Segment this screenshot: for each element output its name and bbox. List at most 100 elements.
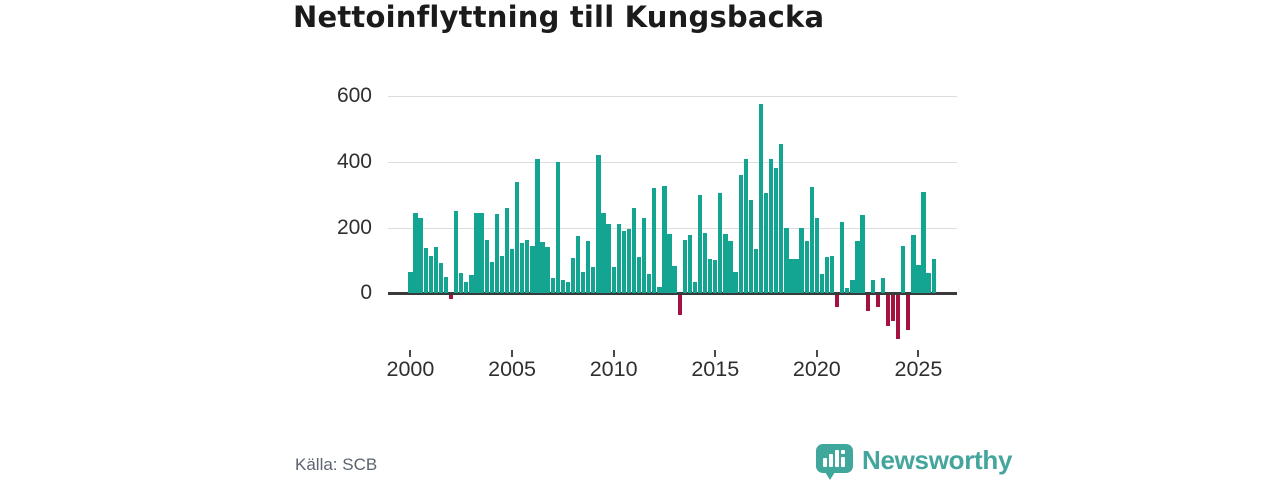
bar-2014Q1 [692,281,698,294]
bar-2013Q4 [687,235,692,294]
bar-2024Q4 [911,234,916,294]
bar-2023Q3 [885,294,891,327]
bar-2022Q3 [865,294,870,311]
bar-2002Q2 [454,211,459,294]
bar-2021Q4 [850,280,855,294]
bar-2012Q2 [657,286,662,294]
x-tick-2015 [714,350,717,357]
bar-2025Q3 [926,273,931,294]
bar-2023Q4 [890,294,896,321]
bar-2015Q1 [713,260,718,294]
bar-2009Q4 [606,224,611,294]
chart-bubble-icon [816,444,853,473]
bar-2009Q1 [591,267,596,294]
bar-2002Q1 [448,294,454,299]
bar-2021Q1 [835,294,840,308]
bar-2015Q2 [718,193,723,294]
bar-2014Q2 [697,194,703,294]
logo-bar-large [835,450,839,467]
bar-2002Q3 [459,272,464,294]
bar-2014Q3 [702,232,708,294]
x-tick-2025 [917,350,920,357]
bar-2023Q2 [880,278,886,294]
bar-2008Q1 [570,257,576,294]
bar-2006Q2 [535,158,540,294]
bar-2018Q2 [779,143,784,294]
logo-exclamation-bar [841,457,845,467]
bar-2008Q3 [581,271,586,294]
bar-2010Q1 [611,267,616,294]
bar-2007Q4 [565,281,571,294]
gridline-200 [388,227,957,229]
bar-2003Q1 [469,275,474,294]
bar-2022Q2 [860,215,865,294]
bar-2007Q1 [550,277,555,294]
bar-2020Q3 [824,256,830,294]
bar-2000Q1 [408,271,413,294]
bar-2024Q2 [901,245,906,294]
bar-2017Q4 [768,158,774,294]
gridline-400 [388,161,957,163]
bar-2010Q3 [621,230,626,294]
bar-2018Q1 [774,168,779,294]
bar-2025Q1 [916,265,921,294]
bar-2009Q2 [596,155,601,294]
gridline-600 [388,96,957,98]
bar-2007Q3 [560,280,565,294]
bar-2019Q4 [809,186,814,294]
x-tick-2000 [409,350,412,357]
bar-2020Q4 [829,255,835,294]
x-axis-label-2000: 2000 [386,357,435,381]
bar-2017Q2 [758,104,764,294]
bar-2008Q2 [575,235,581,294]
y-axis-label-600: 600 [336,84,372,108]
bar-2004Q1 [489,261,494,294]
bar-2005Q4 [525,239,530,294]
x-axis-label-2020: 2020 [792,357,841,381]
bar-2006Q3 [540,242,545,294]
bar-2021Q2 [840,222,845,294]
bar-2016Q3 [743,158,748,294]
bar-2017Q3 [763,193,769,294]
x-axis-label-2005: 2005 [488,357,536,381]
bar-2016Q4 [748,199,753,294]
bar-2016Q1 [733,271,738,294]
chart-title: Nettoinflyttning till Kungsbacka [293,0,825,34]
bar-2019Q3 [804,240,809,294]
bar-2010Q4 [626,229,632,294]
bar-2025Q4 [931,259,936,294]
bar-2000Q2 [413,212,418,294]
bar-2020Q2 [819,273,825,294]
bar-2013Q2 [677,294,682,315]
x-tick-2020 [815,350,818,357]
bar-2019Q2 [799,227,804,294]
bar-2021Q3 [845,288,850,294]
bar-2020Q1 [814,218,819,294]
bar-2008Q4 [586,240,591,294]
bar-2010Q2 [616,224,621,294]
bar-2003Q4 [484,240,489,294]
source-label: Källa: SCB [295,455,378,474]
bar-2024Q1 [895,294,901,339]
logo-exclamation-dot [841,450,845,454]
logo-bar-medium [829,454,833,467]
bar-2006Q4 [545,247,550,294]
bar-2013Q1 [672,265,677,294]
logo-bar-small [823,458,827,467]
bar-2018Q4 [789,258,794,294]
bar-2011Q2 [636,257,642,294]
bar-2017Q1 [753,248,759,294]
bar-2001Q4 [443,276,449,294]
bar-2004Q2 [494,214,499,294]
bar-2000Q4 [423,248,428,294]
bar-2003Q2 [474,212,479,294]
bar-2003Q3 [479,213,484,294]
bar-2000Q3 [418,217,423,294]
bar-2011Q3 [641,218,647,294]
bar-2002Q4 [464,282,469,294]
bar-2005Q2 [514,181,520,294]
bar-2019Q1 [794,258,799,294]
bar-2005Q1 [509,248,515,294]
bar-2022Q1 [855,240,860,294]
bar-2012Q3 [662,185,667,294]
